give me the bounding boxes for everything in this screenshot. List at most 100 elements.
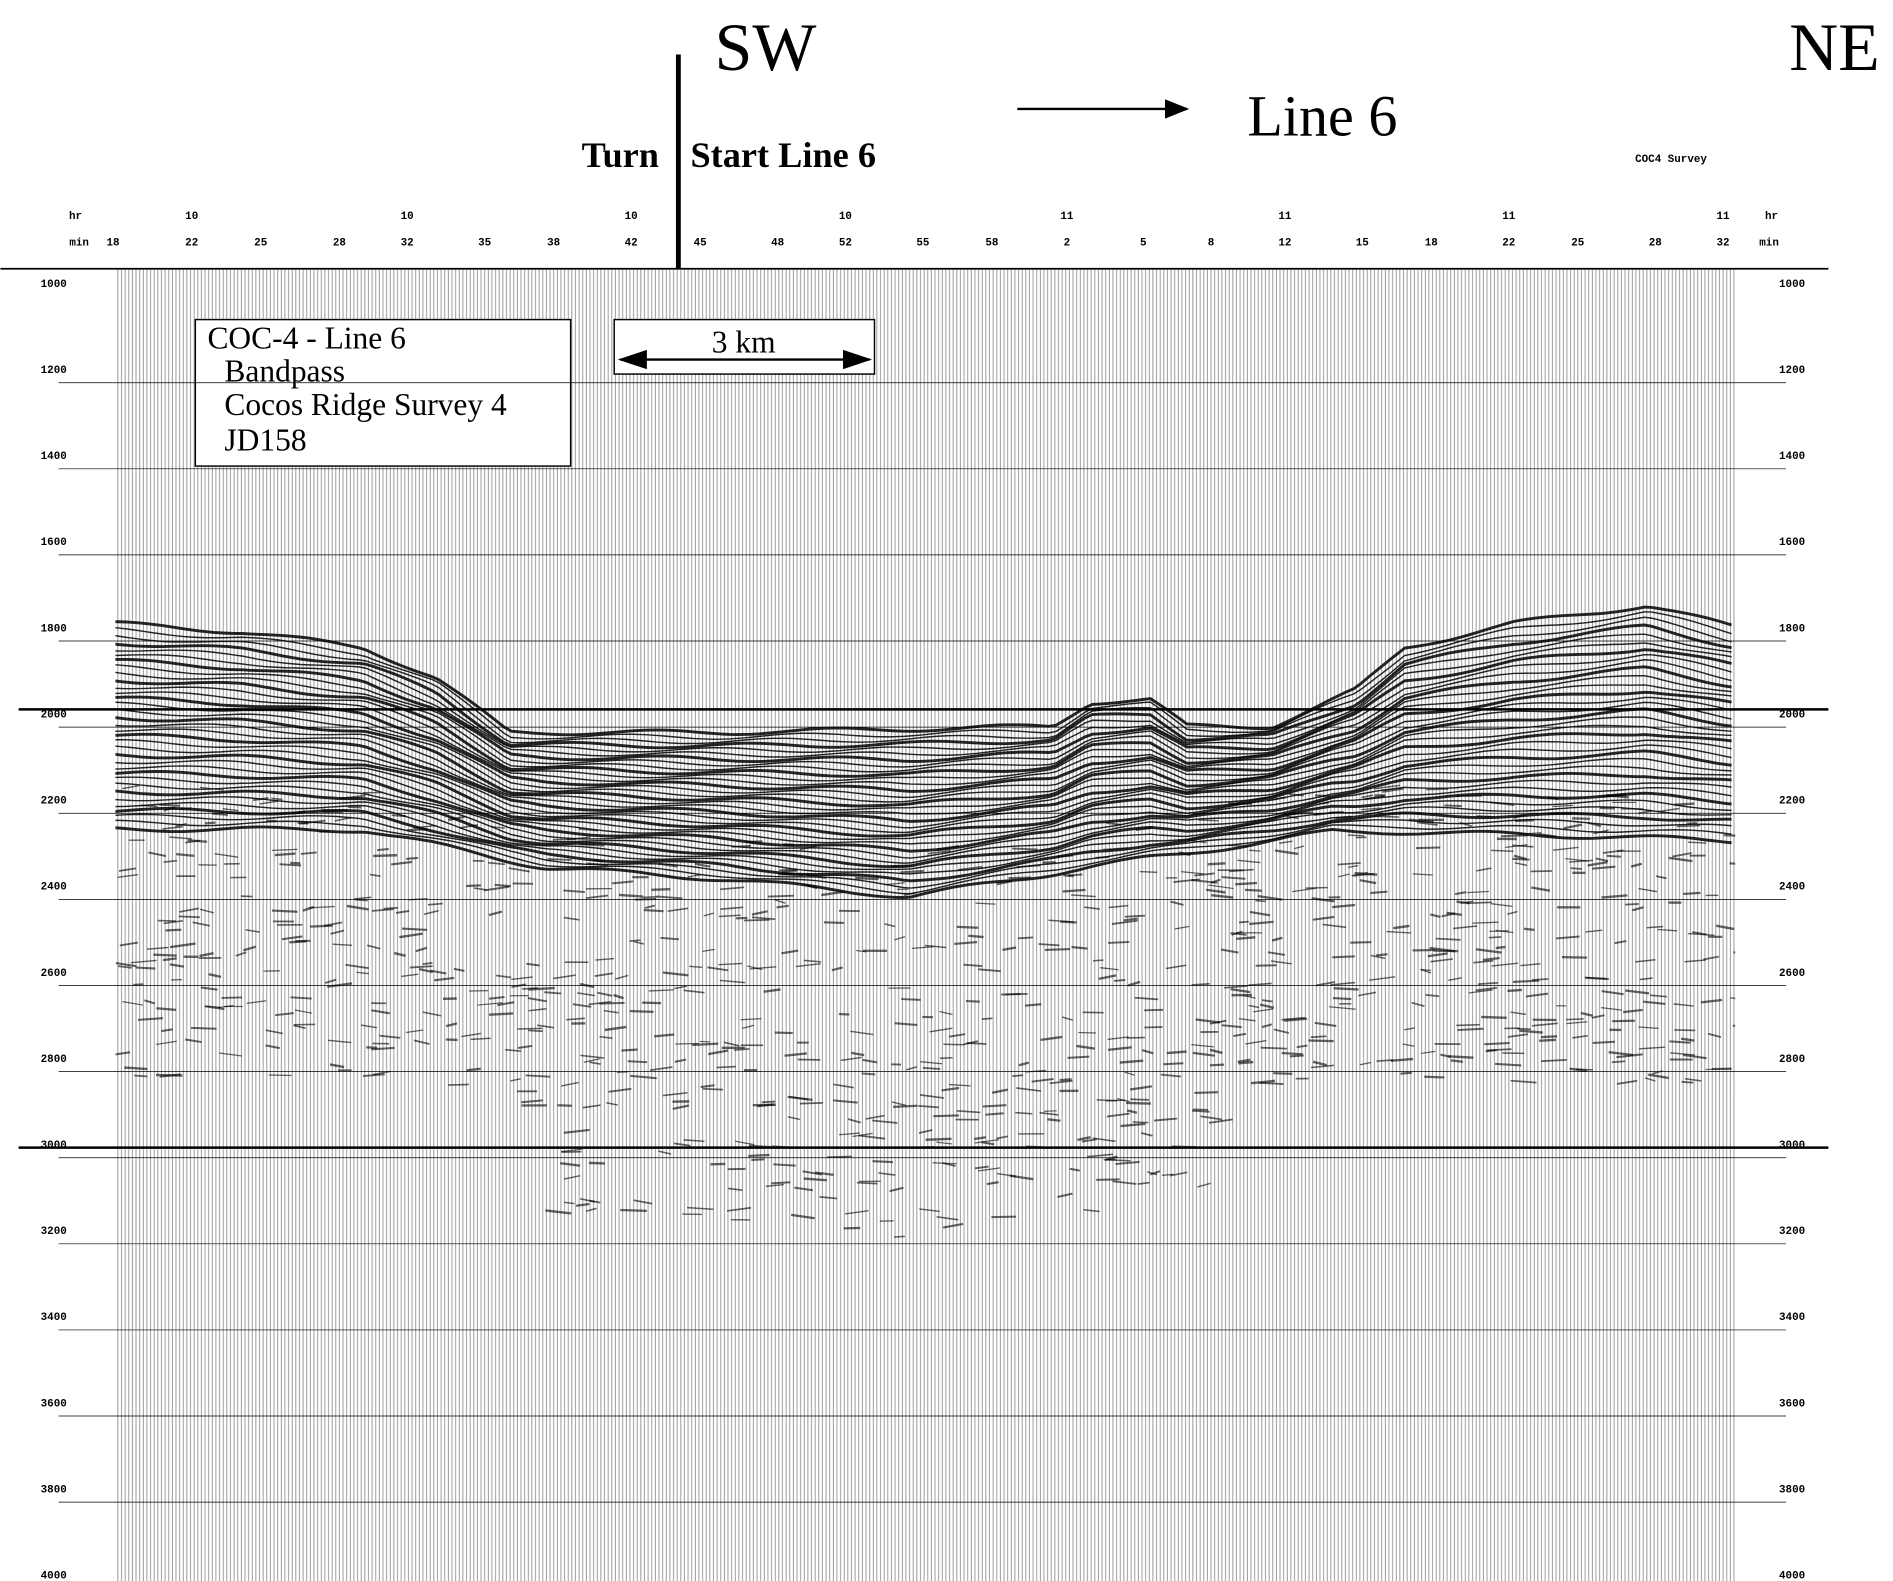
noise	[148, 851, 167, 857]
noise	[1120, 1122, 1146, 1128]
noise	[488, 995, 505, 1000]
noise	[1692, 931, 1707, 936]
noise	[1649, 994, 1668, 998]
noise	[200, 986, 218, 991]
reflector	[115, 701, 1732, 803]
noise	[954, 940, 978, 946]
reflector	[115, 801, 1732, 875]
noise	[169, 963, 185, 968]
noise	[1124, 914, 1146, 918]
noise	[1687, 841, 1707, 844]
noise	[1273, 1072, 1293, 1075]
noise	[488, 910, 503, 917]
info-line: Bandpass	[224, 353, 345, 388]
noise	[300, 851, 317, 855]
noise	[1632, 906, 1644, 912]
noise	[1208, 884, 1234, 890]
noise	[833, 1099, 858, 1104]
noise	[1642, 1000, 1666, 1005]
noise	[1684, 959, 1706, 963]
noise	[1197, 1182, 1211, 1188]
noise	[1491, 962, 1519, 967]
noise	[889, 1186, 904, 1193]
noise	[1676, 824, 1701, 828]
noise	[395, 909, 410, 914]
noise	[1123, 917, 1138, 922]
noise	[906, 1066, 918, 1071]
noise	[748, 1153, 770, 1158]
noise	[393, 951, 406, 957]
noise	[383, 906, 399, 910]
noise	[537, 1024, 554, 1029]
noise	[1308, 1039, 1334, 1043]
noise	[1008, 876, 1032, 880]
noise	[1255, 964, 1277, 967]
noise	[1288, 792, 1304, 797]
noise	[240, 895, 253, 898]
noise	[222, 808, 239, 812]
noise	[1541, 1035, 1558, 1039]
noise	[1126, 1109, 1138, 1114]
noise	[1180, 870, 1204, 875]
noise	[1608, 1051, 1634, 1057]
noise	[289, 939, 307, 944]
noise	[265, 1044, 281, 1050]
noise	[1261, 1023, 1273, 1029]
noise	[1466, 901, 1492, 905]
noise	[726, 1206, 752, 1212]
noise	[1555, 935, 1580, 940]
noise	[1238, 1060, 1254, 1065]
noise	[719, 979, 746, 984]
noise	[580, 1054, 605, 1059]
noise	[348, 805, 362, 809]
noise	[390, 860, 413, 866]
minute-label: 58	[985, 238, 998, 250]
noise	[858, 1134, 886, 1140]
hr-label: hr	[1765, 211, 1778, 223]
noise	[1625, 903, 1639, 906]
noise	[192, 921, 210, 927]
noise	[1077, 1136, 1091, 1142]
noise	[487, 861, 506, 866]
noise	[582, 1104, 601, 1109]
noise	[716, 1065, 736, 1069]
noise	[163, 859, 178, 863]
noise	[840, 1056, 862, 1062]
noise	[648, 989, 674, 992]
noise	[1523, 927, 1535, 932]
noise	[135, 966, 156, 970]
noise	[413, 1039, 430, 1045]
noise	[703, 912, 714, 917]
noise	[694, 862, 711, 868]
noise	[1490, 903, 1513, 908]
noise	[1049, 1080, 1073, 1085]
noise	[156, 1007, 177, 1012]
noise	[1472, 921, 1499, 924]
noise	[162, 957, 177, 962]
noise	[784, 1052, 807, 1057]
noise	[422, 1011, 442, 1017]
noise	[1057, 1192, 1073, 1199]
noise	[1520, 963, 1541, 967]
noise	[936, 1215, 959, 1221]
noise	[1187, 839, 1207, 844]
noise	[1518, 832, 1542, 835]
noise	[271, 909, 298, 913]
noise	[1224, 985, 1248, 989]
info-line: JD158	[224, 422, 306, 457]
noise	[633, 1199, 653, 1205]
noise	[1332, 955, 1355, 959]
noise	[985, 1112, 1004, 1116]
noise	[355, 899, 368, 902]
noise	[1191, 983, 1210, 986]
noise	[1501, 834, 1528, 838]
noise	[1312, 915, 1335, 921]
noise	[991, 1088, 1009, 1094]
noise	[662, 971, 689, 977]
noise	[1016, 864, 1041, 868]
noise	[583, 1058, 600, 1063]
minute-label: 25	[1571, 238, 1584, 250]
minute-label: 8	[1208, 238, 1215, 250]
noise	[1733, 951, 1736, 954]
trace-field	[115, 268, 1736, 1581]
